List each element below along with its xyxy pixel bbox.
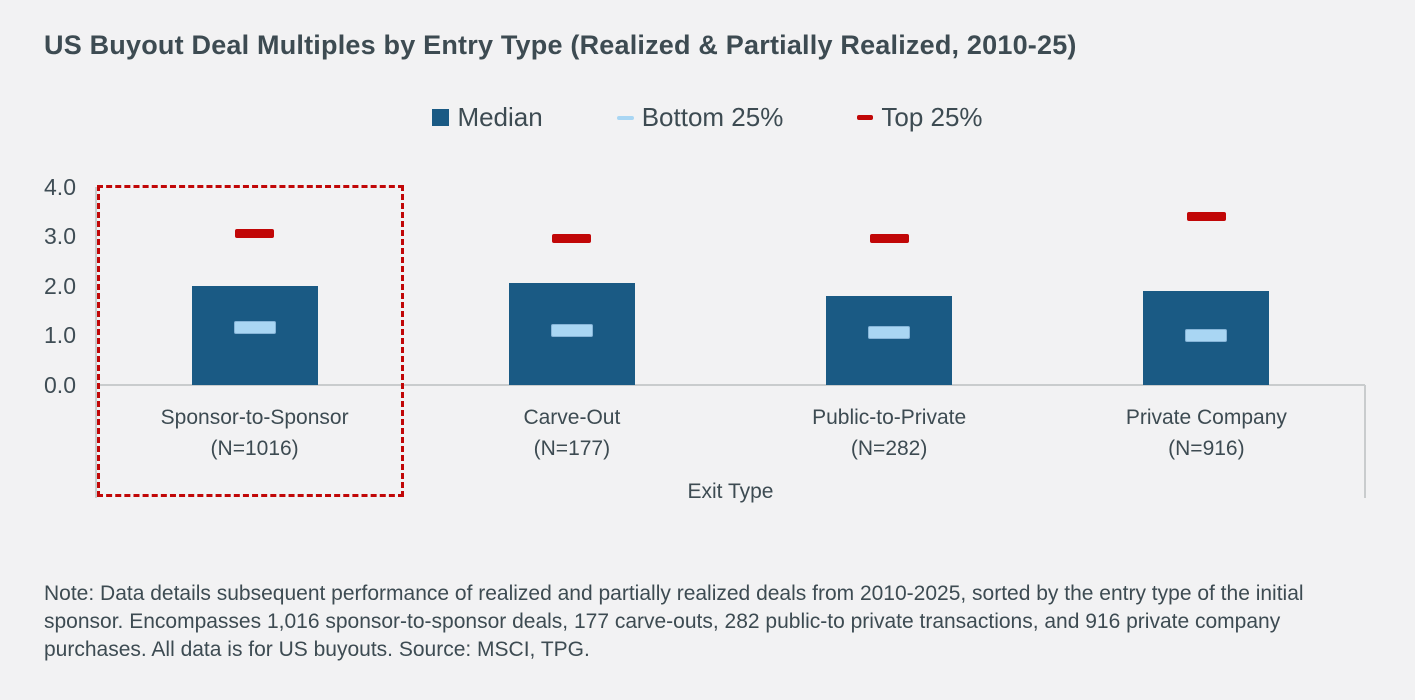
y-tick-label: 0.0 xyxy=(44,372,76,398)
y-axis-line xyxy=(95,186,97,498)
x-tick-label-sponsor-to-sponsor: Sponsor-to-Sponsor (N=1016) xyxy=(105,402,405,464)
category-count-label: (N=1016) xyxy=(210,437,299,460)
x-tick-label-public-to-private: Public-to-Private (N=282) xyxy=(739,402,1039,464)
bottom-25-swatch-icon xyxy=(616,115,634,120)
y-tick-label: 2.0 xyxy=(44,272,76,299)
category-label: Private Company xyxy=(1125,406,1287,429)
legend-label: Median xyxy=(457,102,543,132)
bottom-25-marker-public-to-private xyxy=(868,326,911,340)
legend-label: Bottom 25% xyxy=(641,102,784,132)
top-25-marker-public-to-private xyxy=(869,234,909,244)
category-label: Sponsor-to-Sponsor xyxy=(160,406,349,429)
category-count-label: (N=916) xyxy=(1168,437,1245,460)
legend-label: Top 25% xyxy=(881,102,983,132)
median-swatch-icon xyxy=(432,109,450,126)
y-tick-label: 4.0 xyxy=(44,173,76,200)
median-bar-sponsor-to-sponsor xyxy=(191,285,318,385)
category-label: Carve-Out xyxy=(523,406,621,429)
plot-right-border xyxy=(1364,385,1366,498)
highlight-rect xyxy=(97,185,404,497)
bottom-25-marker-sponsor-to-sponsor xyxy=(233,321,276,335)
y-tick-label: 3.0 xyxy=(44,223,76,250)
top-25-marker-sponsor-to-sponsor xyxy=(235,229,275,239)
category-count-label: (N=282) xyxy=(850,437,928,460)
page-title: US Buyout Deal Multiples by Entry Type (… xyxy=(44,30,1077,60)
bottom-25-marker-private-company xyxy=(1185,328,1228,342)
x-tick-label-private-company: Private Company (N=916) xyxy=(1056,402,1356,464)
x-axis-line xyxy=(95,384,1365,386)
top-25-marker-carve-out xyxy=(552,234,592,244)
x-tick-label-carve-out: Carve-Out (N=177) xyxy=(422,402,722,464)
top-25-swatch-icon xyxy=(857,115,874,120)
legend: Median Bottom 25% Top 25% xyxy=(0,102,1415,133)
legend-item-bottom-25: Bottom 25% xyxy=(616,102,784,133)
category-count-label: (N=177) xyxy=(533,437,611,460)
x-axis-title: Exit Type xyxy=(687,480,774,503)
legend-item-top-25: Top 25% xyxy=(857,102,983,133)
bottom-25-marker-carve-out xyxy=(550,323,593,337)
legend-item-median: Median xyxy=(432,102,543,133)
top-25-marker-private-company xyxy=(1186,211,1226,221)
median-bar-public-to-private xyxy=(826,295,953,385)
note-text: Note: Data details subsequent performanc… xyxy=(44,582,1304,661)
category-label: Public-to-Private xyxy=(812,406,967,429)
y-tick-label: 1.0 xyxy=(44,322,76,349)
